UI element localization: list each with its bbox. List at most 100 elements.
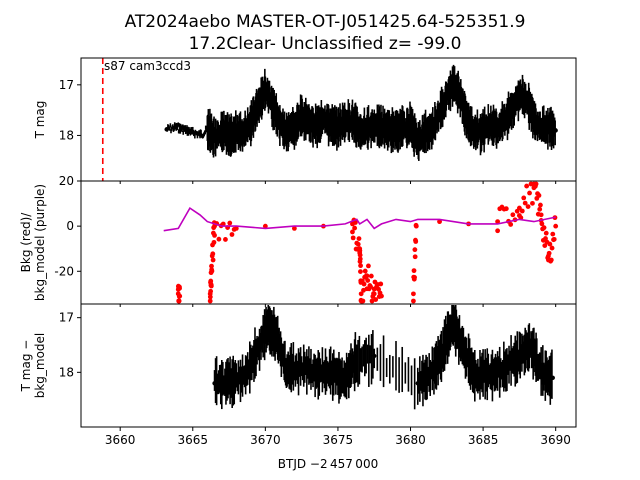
data-point: [335, 124, 341, 129]
chart-title-line1: AT2024aebo MASTER-OT-J051425.64-525351.9: [125, 12, 526, 32]
data-point: [212, 135, 217, 141]
data-point: [473, 375, 479, 380]
data-point: [197, 132, 203, 137]
bkg-point: [364, 273, 370, 279]
bkg-point: [546, 257, 551, 263]
bkg-point: [378, 281, 384, 287]
bkg-point: [176, 298, 182, 304]
data-point: [546, 123, 551, 128]
data-point: [328, 370, 333, 375]
data-point: [444, 92, 450, 98]
bkg-point: [536, 193, 542, 198]
bkg-point: [216, 236, 222, 242]
data-point: [248, 120, 254, 125]
bkg-point: [358, 263, 363, 269]
bkg-point: [369, 298, 375, 304]
bkg-point: [233, 225, 239, 231]
bkg-point: [209, 268, 215, 274]
data-point: [353, 359, 358, 364]
bkg-point: [355, 241, 361, 247]
bkg-model-line: [163, 206, 556, 232]
data-point: [328, 122, 333, 127]
middle-panel: 20 0 -20 Bkg (red)/bkg_model (purple): [19, 174, 577, 307]
data-point: [495, 125, 500, 131]
data-point: [184, 128, 190, 133]
bkg-point: [350, 229, 355, 235]
data-point: [190, 130, 195, 135]
data-point: [437, 112, 442, 118]
y-tick-label: 0: [66, 219, 74, 233]
data-point: [480, 128, 486, 133]
y-axis-label: bkg_model (purple): [33, 184, 47, 301]
data-point: [270, 102, 275, 108]
bkg-point: [522, 200, 528, 206]
bkg-point: [208, 283, 214, 289]
data-point: [205, 128, 210, 133]
data-point: [459, 342, 464, 348]
data-point: [266, 323, 271, 329]
data-point: [241, 375, 246, 380]
y-axis-label: T mag: [33, 101, 47, 140]
bkg-point: [210, 257, 216, 263]
data-point: [538, 370, 544, 375]
y-tick-label: 18: [59, 128, 74, 142]
data-point: [212, 381, 217, 386]
bkg-point: [510, 212, 516, 218]
bkg-point: [227, 220, 233, 226]
bkg-point: [541, 225, 547, 231]
sector-annotation: s87 cam3ccd3: [104, 59, 191, 73]
data-point: [473, 130, 479, 136]
data-point: [550, 375, 555, 380]
data-point: [441, 348, 447, 353]
data-point: [538, 125, 544, 131]
data-point: [284, 370, 290, 375]
data-point: [313, 123, 319, 128]
bkg-point: [411, 268, 417, 274]
data-point: [517, 92, 522, 98]
y-tick-label: 17: [59, 311, 74, 325]
bkg-point: [437, 219, 442, 225]
data-point: [502, 367, 508, 372]
bkg-point: [533, 181, 539, 187]
data-point: [173, 125, 178, 130]
data-point: [350, 118, 355, 123]
data-point: [219, 130, 225, 136]
bkg-point: [350, 235, 356, 241]
x-tick-label: 3680: [395, 433, 426, 447]
data-point: [321, 118, 326, 123]
bkg-point: [357, 252, 363, 258]
data-point: [415, 138, 420, 143]
bkg-point: [211, 239, 217, 245]
bkg-point: [358, 291, 364, 297]
data-point: [226, 378, 232, 383]
bkg-point: [357, 246, 363, 252]
x-tick-label: 3670: [250, 433, 281, 447]
bkg-point: [412, 254, 418, 260]
bkg-point: [527, 190, 532, 196]
bkg-point: [208, 278, 214, 284]
bottom-panel: 17 18 T mag − bkg_model 3660 3665 3670 3675 3680…: [19, 303, 577, 447]
bkg-point: [207, 291, 213, 297]
data-point: [386, 127, 391, 132]
data-point: [164, 127, 169, 132]
bkg-point: [542, 243, 548, 248]
bkg-point: [262, 223, 268, 229]
panel-frame: [80, 303, 577, 428]
data-point: [234, 129, 239, 134]
bkg-point: [412, 274, 417, 280]
bkg-point: [546, 250, 552, 256]
data-point: [553, 128, 558, 133]
bkg-point: [177, 293, 183, 299]
bkg-point: [368, 284, 373, 290]
bkg-point: [549, 245, 555, 251]
bkg-point: [539, 221, 545, 227]
bkg-point: [521, 195, 527, 201]
data-point: [299, 364, 304, 370]
x-tick-label: 3685: [468, 433, 499, 447]
data-point: [226, 133, 232, 138]
bkg-point: [412, 247, 418, 253]
y-tick-label: 17: [59, 78, 74, 92]
bkg-point: [411, 298, 416, 304]
data-point: [178, 126, 184, 131]
data-point: [342, 375, 348, 380]
